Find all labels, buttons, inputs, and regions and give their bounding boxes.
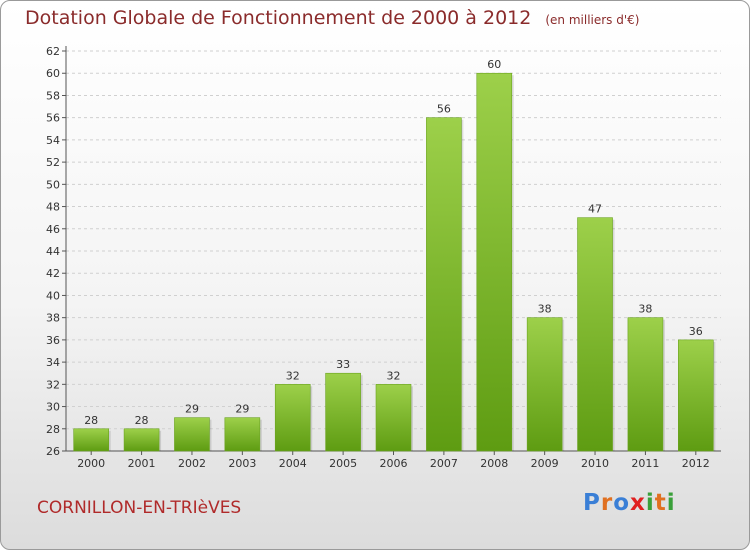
y-tick-label: 52 (46, 156, 60, 169)
bar-value-label: 32 (387, 369, 401, 382)
bar (325, 372, 361, 452)
y-tick-label: 34 (46, 356, 60, 369)
bar-value-label: 36 (689, 325, 703, 338)
y-tick-label: 38 (46, 312, 60, 325)
chart-title: Dotation Globale de Fonctionnement de 20… (25, 7, 639, 29)
y-tick-label: 42 (46, 267, 60, 280)
y-tick-label: 44 (46, 245, 60, 258)
logo-letter: P (583, 490, 601, 516)
bar-value-label: 28 (135, 414, 149, 427)
y-tick-label: 60 (46, 67, 60, 80)
logo-letter: r (600, 490, 614, 516)
y-tick-label: 56 (46, 112, 60, 125)
grid-lines (66, 50, 721, 430)
bar (274, 384, 311, 452)
logo-letter: t (654, 490, 667, 516)
bar-value-label: 28 (84, 414, 98, 427)
y-tick-label: 30 (46, 401, 60, 414)
x-tick-label: 2004 (279, 457, 307, 470)
bar-value-label: 38 (538, 303, 552, 316)
bar (224, 417, 261, 452)
bar-value-label: 60 (487, 58, 501, 71)
y-tick-label: 62 (46, 45, 60, 58)
bar (123, 428, 160, 452)
bar (426, 117, 462, 452)
proxiti-logo[interactable]: Proxiti (583, 490, 676, 516)
logo-letter: o (613, 490, 631, 516)
x-tick-label: 2011 (631, 457, 659, 470)
x-tick-label: 2012 (682, 457, 710, 470)
x-tick-label: 2005 (329, 457, 357, 470)
bar (174, 417, 210, 452)
y-tick-label: 50 (46, 178, 60, 191)
bar (577, 217, 613, 452)
y-tick-label: 28 (46, 423, 60, 436)
x-tick-label: 2003 (228, 457, 256, 470)
bar (526, 317, 563, 452)
bar-value-label: 47 (588, 203, 602, 216)
x-tick-label: 2006 (380, 457, 408, 470)
y-tick-label: 40 (46, 289, 60, 302)
logo-letter: i (666, 490, 676, 516)
y-tick-label: 48 (46, 201, 60, 214)
bar (476, 72, 513, 452)
y-tick-label: 36 (46, 334, 60, 347)
x-tick-label: 2000 (77, 457, 105, 470)
bar-value-label: 56 (437, 103, 451, 116)
bars (73, 72, 716, 452)
chart-title-text: Dotation Globale de Fonctionnement de 20… (25, 7, 532, 29)
y-tick-label: 32 (46, 378, 60, 391)
x-tick-label: 2007 (430, 457, 458, 470)
bar-value-label: 38 (638, 303, 652, 316)
y-tick-label: 26 (46, 445, 60, 458)
y-tick-label: 54 (46, 134, 60, 147)
x-tick-label: 2009 (531, 457, 559, 470)
x-tick-label: 2002 (178, 457, 206, 470)
bar (627, 317, 664, 452)
bar (375, 384, 412, 452)
bar (678, 339, 714, 452)
labels: 28 2000 28 2001 29 2002 29 2003 32 2004 33 2005 32 20… (77, 58, 710, 470)
logo-letter: i (645, 490, 655, 516)
x-tick-label: 2008 (480, 457, 508, 470)
x-tick-label: 2001 (128, 457, 156, 470)
y-tick-label: 58 (46, 89, 60, 102)
logo-letter: x (630, 490, 646, 516)
bar-value-label: 29 (235, 403, 249, 416)
bar (73, 428, 109, 452)
bar-value-label: 32 (286, 369, 300, 382)
y-tick-label: 46 (46, 223, 60, 236)
bar-value-label: 29 (185, 403, 199, 416)
commune-name: CORNILLON-EN-TRIèVES (37, 498, 242, 518)
bar-value-label: 33 (336, 358, 350, 371)
chart-unit: (en milliers d'€) (545, 13, 640, 27)
x-tick-label: 2010 (581, 457, 609, 470)
